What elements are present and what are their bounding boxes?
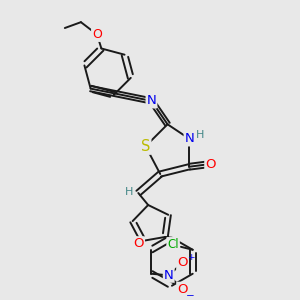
Text: H: H — [125, 187, 133, 196]
Text: H: H — [196, 130, 204, 140]
Text: O: O — [177, 283, 188, 296]
Text: O: O — [134, 237, 144, 250]
Text: N: N — [184, 132, 194, 146]
Text: N: N — [164, 269, 174, 282]
Text: O: O — [177, 256, 188, 269]
Text: Cl: Cl — [167, 238, 179, 251]
Text: N: N — [147, 94, 156, 107]
Text: S: S — [141, 139, 150, 154]
Text: O: O — [92, 28, 102, 41]
Text: O: O — [205, 158, 216, 171]
Text: −: − — [186, 291, 195, 300]
Text: +: + — [187, 253, 194, 262]
